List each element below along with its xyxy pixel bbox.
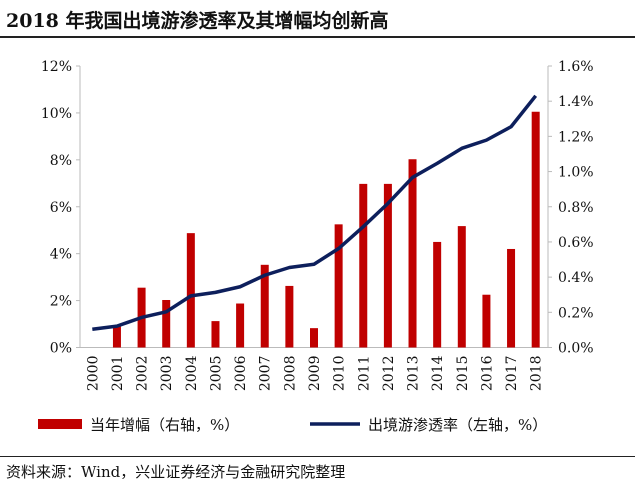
bar-2004 <box>186 233 195 348</box>
right-tick-label: 0.6% <box>558 235 594 251</box>
right-tick-label: 0.4% <box>558 270 594 286</box>
bar-2014 <box>433 241 442 348</box>
bar-2003 <box>162 299 171 348</box>
legend-line-label: 出境游渗透率（左轴，%） <box>368 416 547 434</box>
left-tick-label: 8% <box>50 153 72 169</box>
right-tick-label: 1.2% <box>558 129 594 145</box>
left-tick-label: 6% <box>50 200 72 216</box>
right-tick-label: 0.2% <box>558 305 594 321</box>
left-tick-label: 10% <box>41 106 72 122</box>
left-tick-label: 0% <box>50 341 72 357</box>
bar-2011 <box>359 183 368 348</box>
x-tick-label: 2004 <box>184 355 200 391</box>
bar-2005 <box>211 321 220 348</box>
left-tick-label: 12% <box>41 59 72 75</box>
left-tick-label: 2% <box>50 294 72 310</box>
title-divider <box>0 36 635 38</box>
bar-2017 <box>507 248 516 348</box>
bar-2007 <box>260 264 269 348</box>
x-tick-label: 2014 <box>430 355 446 391</box>
x-tick-label: 2018 <box>529 356 545 392</box>
bar-2012 <box>383 183 392 348</box>
source-note: 资料来源：Wind，兴业证券经济与金融研究院整理 <box>6 463 346 481</box>
x-tick-label: 2006 <box>233 355 249 391</box>
x-tick-label: 2009 <box>307 356 323 392</box>
x-tick-label: 2011 <box>356 356 372 392</box>
x-tick-label: 2013 <box>406 356 422 392</box>
left-tick-label: 4% <box>50 247 72 263</box>
x-tick-label: 2015 <box>455 356 471 392</box>
x-tick-label: 2002 <box>135 356 151 392</box>
x-tick-label: 2001 <box>110 356 126 392</box>
x-tick-label: 2000 <box>85 356 101 392</box>
right-tick-label: 0.0% <box>558 341 594 357</box>
bar-2008 <box>285 285 294 348</box>
bar-2006 <box>236 303 245 348</box>
chart-title: 2018 年我国出境游渗透率及其增幅均创新高 <box>6 10 389 32</box>
x-tick-label: 2012 <box>381 356 397 392</box>
legend-bar-swatch <box>38 419 82 429</box>
footer-divider <box>0 456 635 457</box>
right-tick-label: 0.8% <box>558 200 594 216</box>
x-tick-label: 2007 <box>258 356 274 392</box>
bar-2009 <box>310 328 318 348</box>
bar-2013 <box>408 159 417 348</box>
right-tick-label: 1.4% <box>558 94 594 110</box>
penetration-line <box>92 94 538 331</box>
x-tick-label: 2017 <box>504 356 520 392</box>
x-tick-label: 2005 <box>208 356 224 392</box>
bar-2010 <box>334 224 343 348</box>
bar-2001 <box>112 326 121 348</box>
bar-2016 <box>482 294 491 348</box>
right-tick-label: 1.0% <box>558 165 594 181</box>
bar-2015 <box>457 226 466 348</box>
x-tick-label: 2016 <box>479 355 495 391</box>
right-tick-label: 1.6% <box>558 59 594 75</box>
x-tick-label: 2008 <box>282 356 298 392</box>
bar-2018 <box>531 111 540 348</box>
x-tick-label: 2010 <box>332 356 348 392</box>
x-tick-label: 2003 <box>159 356 175 392</box>
legend-bar-label: 当年增幅（右轴，%） <box>90 416 239 434</box>
